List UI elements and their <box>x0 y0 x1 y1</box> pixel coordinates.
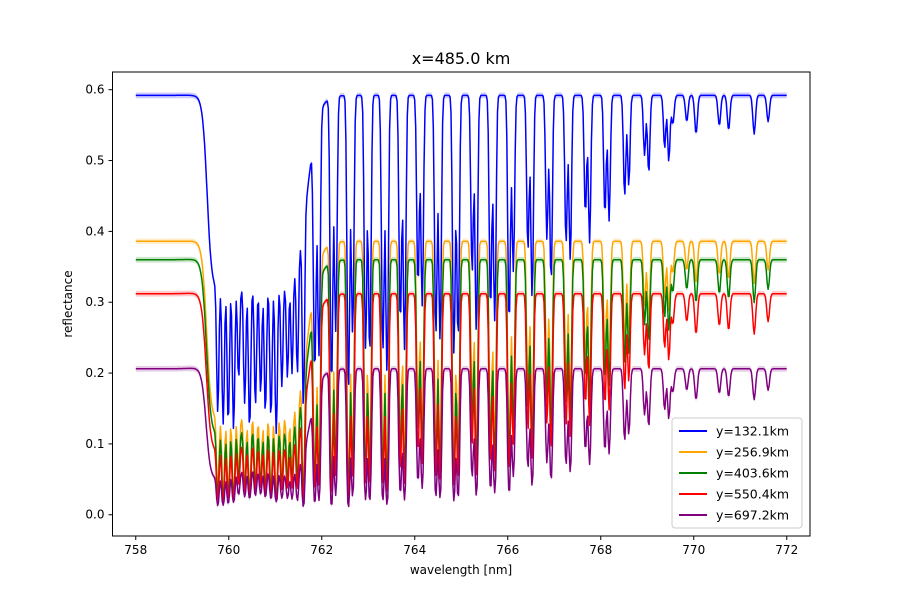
axes-frame <box>112 71 811 537</box>
x-tick-label: 772 <box>775 543 798 557</box>
x-tick-label: 762 <box>310 543 333 557</box>
axis-ticks: 758 760 762 764 766 768 770 772 0.0 0.1 0.2 0.3 0.4 0… <box>85 83 798 557</box>
legend: y=132.1km y=256.9km y=403.6km y=550.4km y=69… <box>671 417 803 529</box>
y-tick-label: 0.0 <box>85 508 104 522</box>
chart-title: x=485.0 km <box>412 49 511 68</box>
x-tick-label: 770 <box>682 543 705 557</box>
y-tick-label: 0.6 <box>85 83 104 97</box>
x-tick-label: 766 <box>496 543 519 557</box>
y-tick-label: 0.2 <box>85 366 104 380</box>
legend-label: y=550.4km <box>716 487 789 502</box>
legend-label: y=256.9km <box>716 445 789 460</box>
series-line <box>135 292 787 502</box>
x-tick-label: 758 <box>124 543 147 557</box>
y-tick-label: 0.3 <box>85 295 104 309</box>
y-tick-label: 0.1 <box>85 437 104 451</box>
legend-label: y=132.1km <box>716 424 789 439</box>
x-tick-label: 764 <box>403 543 426 557</box>
y-tick-label: 0.5 <box>85 154 104 168</box>
plot-area <box>135 92 787 510</box>
x-tick-label: 768 <box>589 543 612 557</box>
legend-label: y=403.6km <box>716 466 789 481</box>
legend-label: y=697.2km <box>716 508 789 523</box>
y-tick-label: 0.4 <box>85 224 104 238</box>
series-line <box>135 94 787 435</box>
x-tick-label: 760 <box>217 543 240 557</box>
x-axis-label: wavelength [nm] <box>410 563 512 577</box>
series-line <box>135 367 787 508</box>
legend-box <box>671 417 803 529</box>
y-axis-label: reflectance <box>61 270 75 337</box>
